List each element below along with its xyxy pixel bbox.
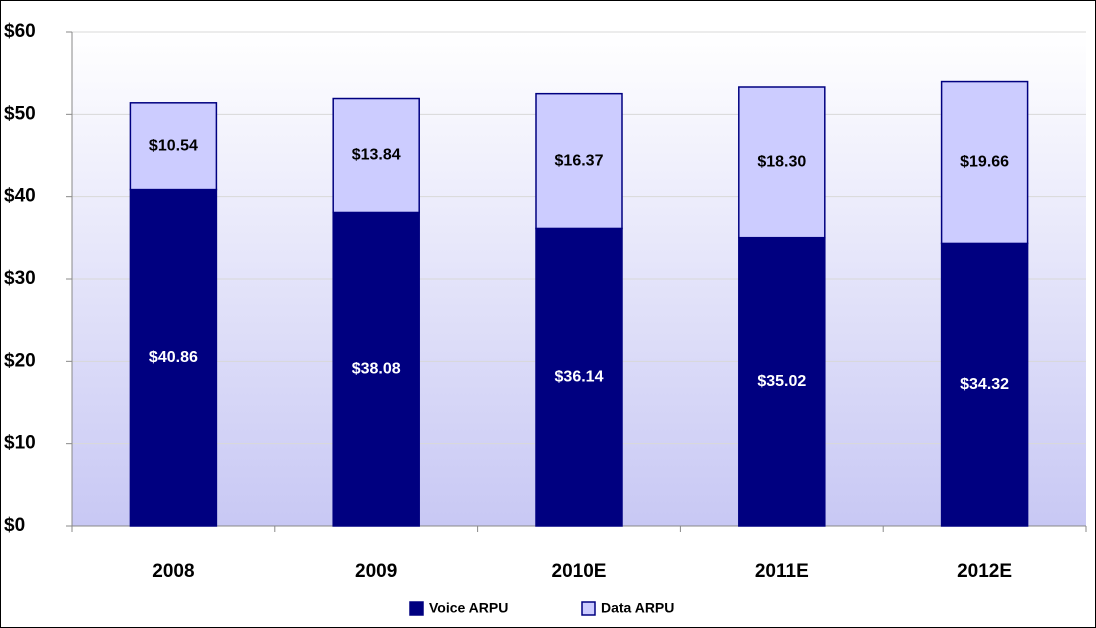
legend-label: Voice ARPU <box>429 600 508 616</box>
bar-segment <box>332 211 420 527</box>
bar-segment <box>940 242 1029 527</box>
legend-swatch <box>409 601 424 616</box>
bar-segment <box>738 86 826 239</box>
y-tick-label: $0 <box>4 515 25 536</box>
value-label: $36.14 <box>555 368 604 385</box>
value-label: $35.02 <box>757 373 806 390</box>
value-label: $10.54 <box>149 137 198 154</box>
y-tick-label: $20 <box>4 350 36 371</box>
bar-segment <box>129 102 218 191</box>
value-label: $16.37 <box>555 152 604 169</box>
y-tick-label: $60 <box>4 21 36 42</box>
value-label: $38.08 <box>352 360 401 377</box>
value-label: $34.32 <box>960 376 1009 393</box>
x-tick-label: 2012E <box>957 561 1012 582</box>
legend-label: Data ARPU <box>601 600 674 616</box>
x-tick-label: 2010E <box>552 561 607 582</box>
bar-segment <box>940 80 1029 245</box>
value-label: $13.84 <box>352 147 401 164</box>
bar-segment <box>738 236 826 527</box>
value-label: $18.30 <box>757 154 806 171</box>
y-tick-label: $50 <box>4 103 36 124</box>
x-tick-label: 2008 <box>152 561 194 582</box>
bar-segment <box>332 97 420 214</box>
y-tick-label: $30 <box>4 268 36 289</box>
legend-swatch <box>581 601 596 616</box>
value-label: $40.86 <box>149 349 198 366</box>
x-tick-label: 2011E <box>755 561 809 582</box>
x-tick-label: 2009 <box>355 561 397 582</box>
bar-segment <box>535 92 623 230</box>
value-label: $19.66 <box>960 154 1009 171</box>
y-tick-label: $10 <box>4 433 36 454</box>
y-tick-label: $40 <box>4 186 36 207</box>
bar-segment <box>535 227 623 527</box>
bar-segment <box>129 188 218 527</box>
